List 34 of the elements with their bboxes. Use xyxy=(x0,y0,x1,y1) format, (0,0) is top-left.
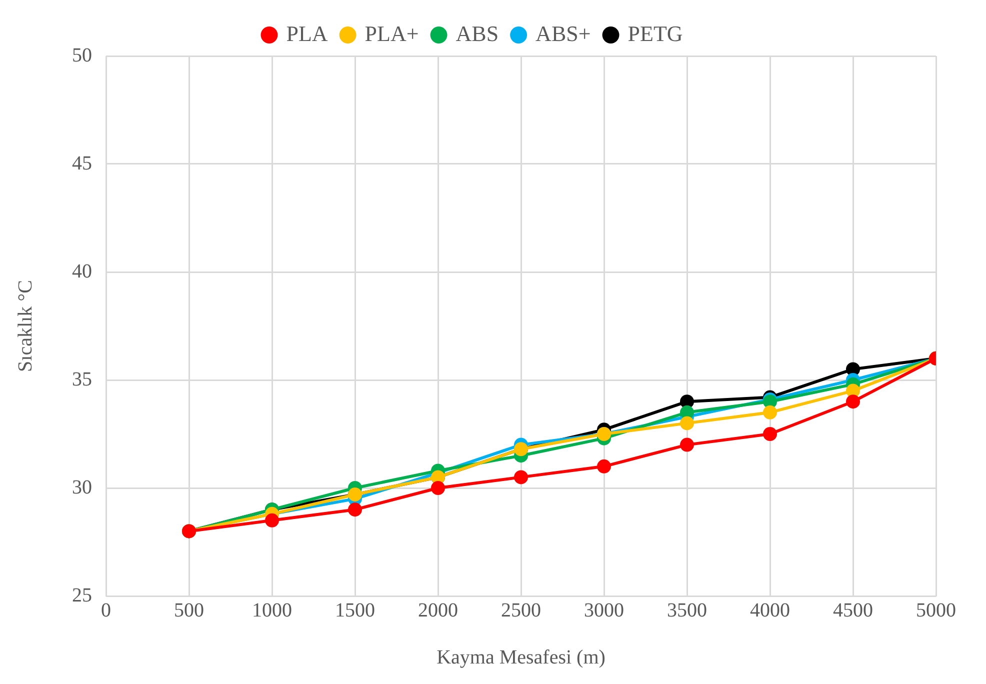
y-tick-label: 50 xyxy=(72,44,92,66)
point xyxy=(680,438,694,452)
y-tick-label: 45 xyxy=(72,152,92,174)
y-tick-label: 30 xyxy=(72,476,92,498)
legend-label: PLA xyxy=(286,20,328,46)
point xyxy=(431,481,445,495)
point xyxy=(846,394,860,409)
y-tick-label: 25 xyxy=(72,584,92,606)
x-tick-label: 1000 xyxy=(252,599,292,622)
x-tick-label: 1500 xyxy=(335,599,375,622)
x-tick-label: 4500 xyxy=(833,599,873,622)
x-tick-label: 3000 xyxy=(584,599,624,622)
point xyxy=(265,513,279,528)
legend-label: ABS+ xyxy=(536,20,591,46)
point xyxy=(680,416,694,430)
y-tick-label: 40 xyxy=(72,260,92,282)
x-tick-label: 2500 xyxy=(501,599,541,622)
x-tick-label: 3500 xyxy=(667,599,707,622)
point xyxy=(763,405,777,420)
x-tick-label: 5000 xyxy=(916,599,956,622)
point xyxy=(514,470,528,484)
x-axis-title: Kayma Mesafesi (m) xyxy=(436,646,606,668)
point xyxy=(597,459,611,474)
y-axis-title: Sıcaklık °C xyxy=(14,280,36,372)
x-tick-label: 500 xyxy=(174,599,204,622)
legend-label: ABS xyxy=(456,20,499,46)
legend-label: PETG xyxy=(628,20,683,46)
point xyxy=(348,502,362,517)
x-tick-label: 2000 xyxy=(418,599,458,622)
x-tick-label: 0 xyxy=(101,599,111,622)
y-tick-label: 35 xyxy=(72,368,92,390)
point xyxy=(763,427,777,441)
legend-label: PLA+ xyxy=(364,20,419,46)
x-tick-label: 4000 xyxy=(750,599,790,622)
